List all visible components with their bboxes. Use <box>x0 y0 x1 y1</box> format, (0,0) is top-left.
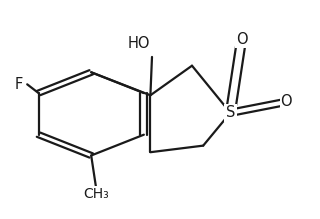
Text: S: S <box>226 105 235 120</box>
Text: CH₃: CH₃ <box>83 187 109 201</box>
Text: O: O <box>236 32 247 47</box>
Text: O: O <box>281 94 292 109</box>
Text: F: F <box>15 77 23 92</box>
Text: HO: HO <box>128 36 150 51</box>
